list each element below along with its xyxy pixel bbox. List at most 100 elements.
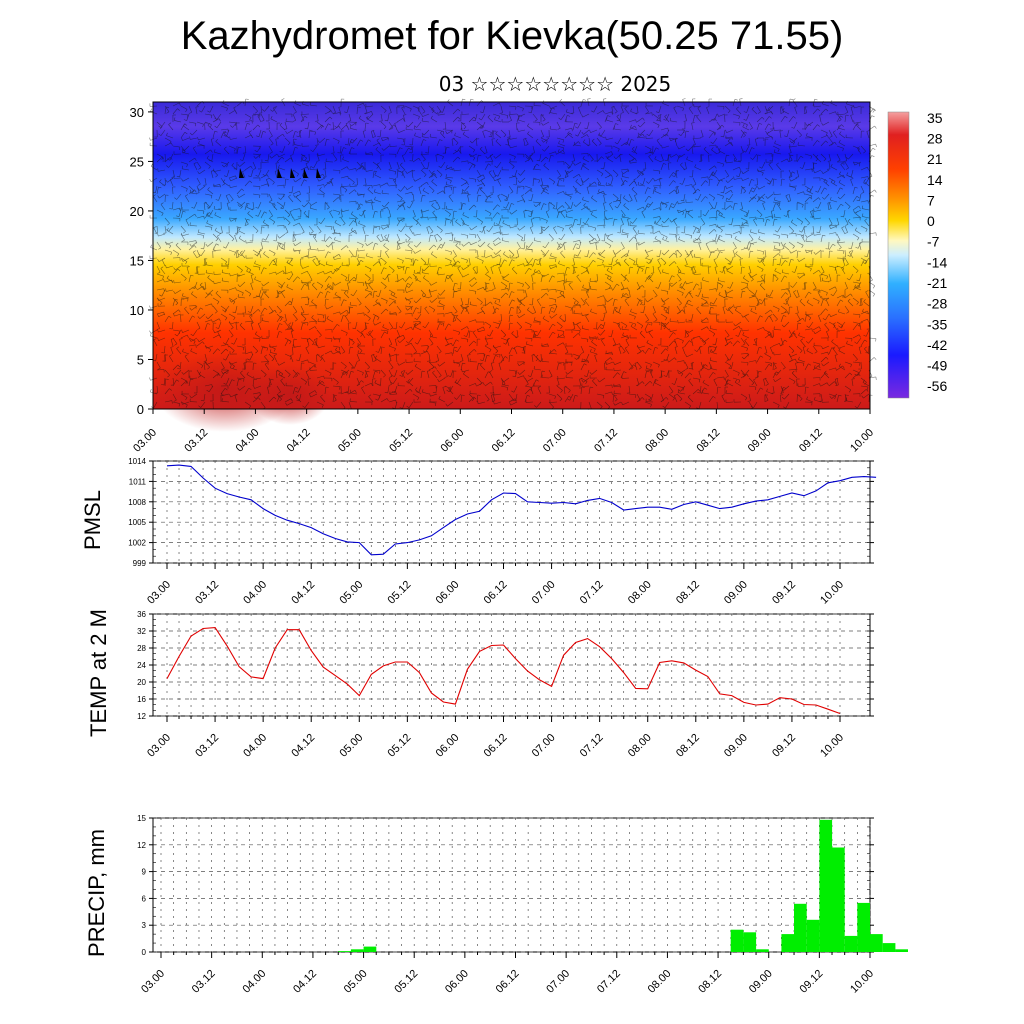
pmsl-axis-title: PMSL <box>80 490 105 550</box>
precip-xlabel-10.00: 10.00 <box>848 968 876 996</box>
colorbar-label--42: -42 <box>927 337 947 353</box>
temp-ylabel-20: 20 <box>137 678 146 687</box>
precip-bar-55 <box>857 902 870 952</box>
precip-ylabel-12: 12 <box>137 841 146 850</box>
precip-bar-50 <box>794 903 807 952</box>
temp-ylabel-24: 24 <box>137 661 146 670</box>
pmsl-xlabel-03.12: 03.12 <box>193 579 221 607</box>
colorbar-label-7: 7 <box>927 192 935 208</box>
heat-xlabel-09.12: 09.12 <box>797 427 825 455</box>
pmsl-ylabel-1005: 1005 <box>128 518 146 527</box>
pmsl-xlabel-04.12: 04.12 <box>289 579 317 607</box>
temp-xlabel-04.00: 04.00 <box>241 732 269 760</box>
precip-bar-14 <box>338 951 351 952</box>
colorbar-label--49: -49 <box>927 358 947 374</box>
temp-xlabel-03.12: 03.12 <box>193 732 221 760</box>
heat-xlabel-03.00: 03.00 <box>131 427 159 455</box>
precip-panel: 15 12 9 6 3 0 03.00 03.12 04.00 04.12 05.00 05.12 06… <box>84 814 908 996</box>
heat-xlabel-08.12: 08.12 <box>695 427 723 455</box>
wind-pennant-0 <box>239 168 244 178</box>
pmsl-xlabel-08.00: 08.00 <box>626 579 654 607</box>
temp-xlabel-03.00: 03.00 <box>145 732 173 760</box>
temp-xlabel-07.12: 07.12 <box>578 732 606 760</box>
colorbar-legend: 35 28 21 14 7 0 -7 -14 -21 -28 -35 -42 -49 -56 <box>887 110 947 399</box>
heat-xlabel-08.00: 08.00 <box>643 427 671 455</box>
pmsl-xlabel-09.00: 09.00 <box>722 579 750 607</box>
temp-xlabel-04.12: 04.12 <box>289 732 317 760</box>
precip-xlabel-06.00: 06.00 <box>443 968 471 996</box>
wind-pennant-2 <box>290 168 295 178</box>
precip-bar-46 <box>743 932 757 952</box>
precip-ylabel-9: 9 <box>142 868 147 877</box>
colorbar-label-14: 14 <box>927 172 943 188</box>
temp-axis-title: TEMP at 2 M <box>86 609 111 737</box>
temp-ylabel-12: 12 <box>137 712 146 721</box>
precip-bar-47 <box>756 949 769 952</box>
heat-xlabel-07.12: 07.12 <box>592 427 620 455</box>
precip-xlabel-04.00: 04.00 <box>240 968 268 996</box>
pmsl-xlabel-04.00: 04.00 <box>241 579 269 607</box>
heat-ylabel-10: 10 <box>130 303 144 318</box>
heat-xlabel-07.00: 07.00 <box>541 427 569 455</box>
temp-series-line <box>166 627 841 715</box>
colorbar-label--21: -21 <box>927 275 947 291</box>
pmsl-xlabel-09.12: 09.12 <box>770 579 798 607</box>
heat-xlabel-04.12: 04.12 <box>285 427 313 455</box>
heat-xlabel-06.12: 06.12 <box>490 427 518 455</box>
heat-xlabel-05.12: 05.12 <box>387 427 415 455</box>
precip-xlabel-04.12: 04.12 <box>291 968 319 996</box>
precip-bar-51 <box>806 919 820 952</box>
colorbar-label--14: -14 <box>927 254 947 270</box>
precip-xlabel-05.12: 05.12 <box>392 968 420 996</box>
precip-bar-54 <box>844 935 858 952</box>
precip-bar-57 <box>882 943 896 952</box>
pmsl-xlabel-06.12: 06.12 <box>482 579 510 607</box>
temp-ylabel-36: 36 <box>137 610 146 619</box>
precip-xlabel-08.00: 08.00 <box>646 968 674 996</box>
precip-xlabel-09.00: 09.00 <box>747 968 775 996</box>
heat-ylabel-5: 5 <box>137 352 144 367</box>
precip-ylabel-3: 3 <box>142 921 147 930</box>
precip-xlabel-08.12: 08.12 <box>696 968 724 996</box>
precip-bar-16 <box>363 946 377 952</box>
pmsl-frame <box>152 460 871 564</box>
pmsl-xlabel-08.12: 08.12 <box>674 579 702 607</box>
pmsl-xlabel-06.00: 06.00 <box>434 579 462 607</box>
temp-xlabel-08.12: 08.12 <box>674 732 702 760</box>
colorbar-label-21: 21 <box>927 151 943 167</box>
precip-bar-56 <box>870 934 883 952</box>
colorbar-label--28: -28 <box>927 296 947 312</box>
colorbar-label-28: 28 <box>927 131 943 147</box>
temp-ylabel-28: 28 <box>137 644 146 653</box>
pmsl-ylabel-999: 999 <box>133 559 147 568</box>
colorbar-strip <box>887 111 910 399</box>
precip-xlabel-07.00: 07.00 <box>544 968 572 996</box>
colorbar-label--35: -35 <box>927 316 947 332</box>
temp-panel: 36 32 28 24 20 16 12 03.00 03.12 04.00 04.12 05.00 0… <box>86 609 874 760</box>
wind-pennant-1 <box>277 168 282 178</box>
temp-xlabel-05.00: 05.00 <box>337 732 365 760</box>
precip-xlabel-05.00: 05.00 <box>342 968 370 996</box>
heat-xlabel-05.00: 05.00 <box>336 427 364 455</box>
temp-ylabel-32: 32 <box>137 627 146 636</box>
precip-axis-title: PRECIP, mm <box>84 829 109 957</box>
chart-title: Kazhydromet for Kievka(50.25 71.55) <box>180 14 844 58</box>
temp-ylabel-16: 16 <box>137 695 146 704</box>
temp-xlabel-07.00: 07.00 <box>530 732 558 760</box>
precip-xlabel-03.12: 03.12 <box>190 968 218 996</box>
heat-ylabel-30: 30 <box>130 105 144 120</box>
heat-xlabel-10.00: 10.00 <box>848 427 876 455</box>
temp-xlabel-09.00: 09.00 <box>722 732 750 760</box>
pmsl-xlabel-07.12: 07.12 <box>578 579 606 607</box>
temp-xlabel-08.00: 08.00 <box>626 732 654 760</box>
colorbar-label-35: 35 <box>927 110 943 126</box>
pmsl-xlabel-03.00: 03.00 <box>145 579 173 607</box>
temp-xlabel-10.00: 10.00 <box>818 732 846 760</box>
temp-xlabel-06.12: 06.12 <box>482 732 510 760</box>
pmsl-ylabel-1014: 1014 <box>128 457 146 466</box>
pmsl-xlabel-10.00: 10.00 <box>818 579 846 607</box>
precip-bar-53 <box>832 847 845 952</box>
pmsl-xlabel-05.00: 05.00 <box>337 579 365 607</box>
